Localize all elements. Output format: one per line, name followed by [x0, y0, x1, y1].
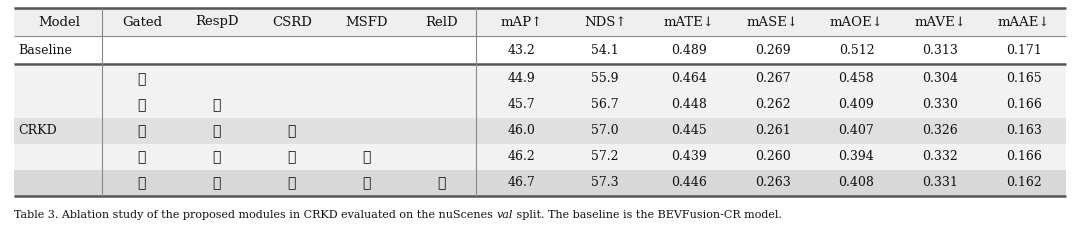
Text: 0.408: 0.408 [838, 176, 875, 190]
Text: CRKD: CRKD [18, 124, 57, 138]
Text: ✓: ✓ [437, 176, 446, 190]
Bar [14, 92, 1066, 118]
Text: split. The baseline is the BEVFusion-CR model.: split. The baseline is the BEVFusion-CR … [513, 210, 782, 220]
Bar [14, 66, 1066, 92]
Text: 0.171: 0.171 [1007, 44, 1042, 58]
Text: 0.464: 0.464 [671, 72, 706, 85]
Text: 0.331: 0.331 [922, 176, 958, 190]
Text: ✓: ✓ [287, 124, 296, 138]
Text: ✓: ✓ [138, 98, 146, 112]
Text: ✓: ✓ [363, 176, 372, 190]
Text: 54.1: 54.1 [591, 44, 619, 58]
Text: MSFD: MSFD [346, 16, 388, 29]
Text: ✓: ✓ [213, 150, 221, 164]
Text: 55.9: 55.9 [592, 72, 619, 85]
Text: ✓: ✓ [213, 124, 221, 138]
Text: val: val [497, 210, 513, 220]
Text: 0.407: 0.407 [838, 124, 875, 138]
Text: 0.332: 0.332 [922, 151, 958, 163]
Text: 0.409: 0.409 [838, 99, 875, 112]
Text: Table 3. Ablation study of the proposed modules in CRKD evaluated on the nuScene: Table 3. Ablation study of the proposed … [14, 210, 497, 220]
Text: 0.166: 0.166 [1007, 151, 1042, 163]
Text: ✓: ✓ [213, 98, 221, 112]
Text: 57.0: 57.0 [591, 124, 619, 138]
Text: 0.512: 0.512 [839, 44, 875, 58]
Text: mAP↑: mAP↑ [500, 16, 542, 29]
Text: NDS↑: NDS↑ [584, 16, 626, 29]
Text: 57.2: 57.2 [592, 151, 619, 163]
Text: Gated: Gated [122, 16, 162, 29]
Text: 46.0: 46.0 [508, 124, 536, 138]
Text: 46.7: 46.7 [508, 176, 535, 190]
Bar [14, 144, 1066, 170]
Text: mAOE↓: mAOE↓ [829, 16, 883, 29]
Text: mATE↓: mATE↓ [663, 16, 714, 29]
Text: ✓: ✓ [138, 124, 146, 138]
Text: 0.162: 0.162 [1007, 176, 1042, 190]
Text: 0.163: 0.163 [1007, 124, 1042, 138]
Text: ✓: ✓ [287, 150, 296, 164]
Text: 0.269: 0.269 [755, 44, 791, 58]
Text: 0.489: 0.489 [671, 44, 706, 58]
Text: ✓: ✓ [363, 150, 372, 164]
Text: 56.7: 56.7 [591, 99, 619, 112]
Text: 43.2: 43.2 [508, 44, 535, 58]
Text: ✓: ✓ [138, 150, 146, 164]
Text: RespD: RespD [195, 16, 239, 29]
Text: 0.458: 0.458 [838, 72, 875, 85]
Text: Baseline: Baseline [18, 44, 72, 58]
Text: Model: Model [38, 16, 80, 29]
Text: 0.439: 0.439 [671, 151, 706, 163]
Bar [14, 38, 1066, 64]
Text: CSRD: CSRD [272, 16, 312, 29]
Text: 0.446: 0.446 [671, 176, 706, 190]
Text: ✓: ✓ [138, 72, 146, 86]
Text: 0.445: 0.445 [671, 124, 706, 138]
Text: mAVE↓: mAVE↓ [915, 16, 967, 29]
Text: 0.448: 0.448 [671, 99, 706, 112]
Text: 0.263: 0.263 [755, 176, 791, 190]
Text: RelD: RelD [426, 16, 458, 29]
Text: 0.326: 0.326 [922, 124, 958, 138]
Text: 44.9: 44.9 [508, 72, 535, 85]
Text: 0.262: 0.262 [755, 99, 791, 112]
Bar [14, 118, 1066, 144]
Text: 0.313: 0.313 [922, 44, 958, 58]
Text: 0.394: 0.394 [838, 151, 875, 163]
Text: 0.304: 0.304 [922, 72, 958, 85]
Text: mASE↓: mASE↓ [746, 16, 799, 29]
Text: mAAE↓: mAAE↓ [998, 16, 1051, 29]
Bar [14, 170, 1066, 196]
Text: 0.267: 0.267 [755, 72, 791, 85]
Text: 45.7: 45.7 [508, 99, 535, 112]
Text: 46.2: 46.2 [508, 151, 535, 163]
Text: ✓: ✓ [138, 176, 146, 190]
Text: ✓: ✓ [213, 176, 221, 190]
Bar [14, 8, 1066, 36]
Text: 0.165: 0.165 [1007, 72, 1042, 85]
Text: 57.3: 57.3 [591, 176, 619, 190]
Text: 0.330: 0.330 [922, 99, 958, 112]
Text: 0.261: 0.261 [755, 124, 791, 138]
Text: ✓: ✓ [287, 176, 296, 190]
Text: 0.166: 0.166 [1007, 99, 1042, 112]
Text: 0.260: 0.260 [755, 151, 791, 163]
